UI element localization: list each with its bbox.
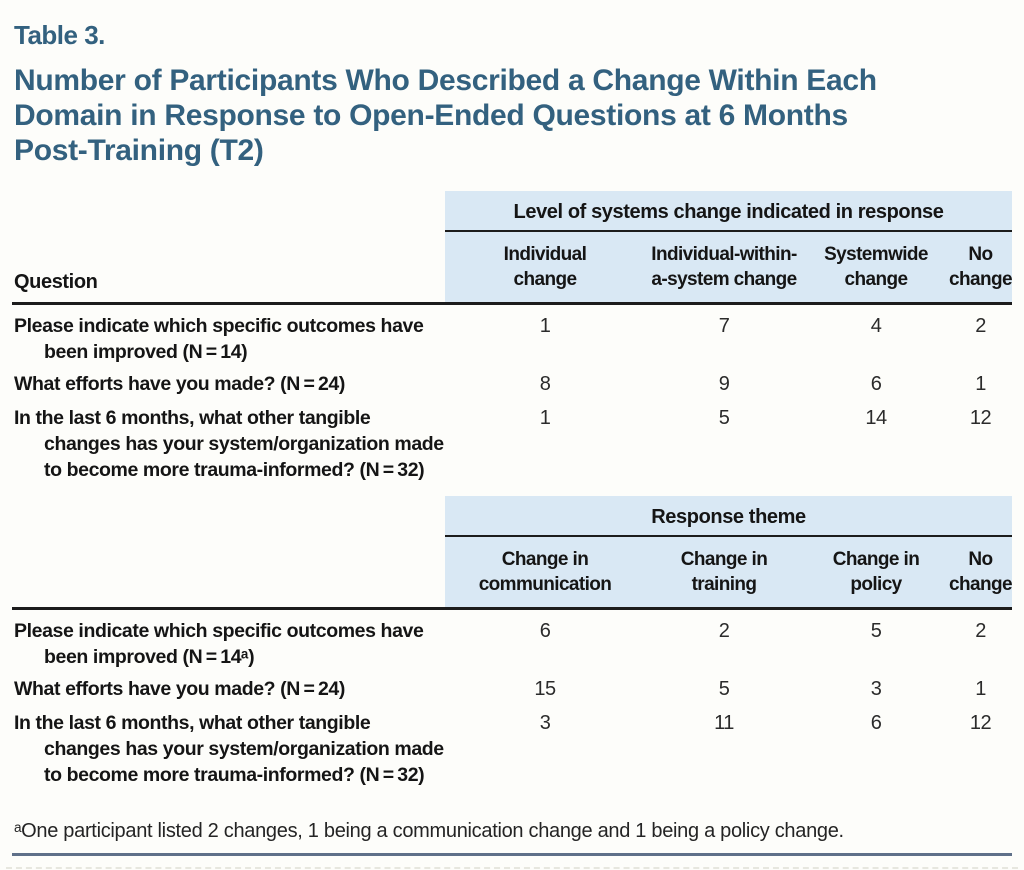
bottom-rule-divider <box>12 853 1012 856</box>
value-cell: 5 <box>718 678 730 700</box>
value-cell: 9 <box>718 373 730 395</box>
value-cell: 12 <box>969 407 992 429</box>
question-cell: Please indicate which specific outcomes … <box>12 313 445 365</box>
col-header-line: training <box>691 574 757 595</box>
question-line: to become more trauma-informed? (N = 32) <box>44 459 425 481</box>
table-1-header-row: Question Individual change Individual-wi… <box>12 232 1013 305</box>
col-header-line: change <box>844 269 909 290</box>
value-cell: 5 <box>718 407 730 429</box>
value-cell: 2 <box>975 315 986 337</box>
value-cell: 11 <box>714 712 734 734</box>
value-cell: 2 <box>718 620 730 642</box>
table-1-col-header-systemwide-change: Systemwide change <box>803 232 949 302</box>
table-row: Please indicate which specific outcomes … <box>12 610 1012 670</box>
value-cell: 1 <box>539 315 551 337</box>
col-header-line: Individual <box>503 244 587 265</box>
value-cell: 6 <box>539 620 551 642</box>
col-header-line: a-system change <box>651 269 797 290</box>
table-1-col-header-individual-within-system: Individual-within- a-system change <box>645 232 803 302</box>
table-1-spanner-heading: Level of systems change indicated in res… <box>445 191 1012 232</box>
value-cell: 1 <box>975 373 986 395</box>
table-row: What efforts have you made? (N = 24) 15 … <box>12 670 1012 702</box>
col-header-line: Systemwide <box>824 244 928 265</box>
col-header-line: policy <box>850 574 902 595</box>
question-column-header: Question <box>14 271 98 293</box>
page-title: Number of Participants Who Described a C… <box>14 63 1010 168</box>
table-2-col-header-no-change: No change <box>949 537 1013 607</box>
page-title-line-3: Post-Training (T2) <box>14 134 264 167</box>
table-footnote: ᵃOne participant listed 2 changes, 1 bei… <box>14 820 844 842</box>
col-header-line: No <box>968 244 993 265</box>
page-title-line-1: Number of Participants Who Described a C… <box>14 64 877 97</box>
question-cell: In the last 6 months, what other tangibl… <box>12 405 445 483</box>
table-systems-change: Level of systems change indicated in res… <box>12 191 1013 496</box>
spanner-left-spacer <box>12 191 445 232</box>
value-cell: 3 <box>870 678 882 700</box>
value-cell: 15 <box>534 678 556 700</box>
question-line: changes has your system/organization mad… <box>44 433 444 455</box>
col-header-line: change <box>513 269 578 290</box>
page-bottom-dashed-divider <box>6 867 1018 869</box>
col-header-line: communication <box>478 574 612 595</box>
value-cell: 6 <box>870 373 882 395</box>
question-line: In the last 6 months, what other tangibl… <box>14 712 371 734</box>
table-2-spanner-heading: Response theme <box>445 496 1012 537</box>
question-cell: In the last 6 months, what other tangibl… <box>12 710 445 788</box>
col-header-line: Individual-within- <box>651 244 797 265</box>
col-header-line: Change in <box>501 549 589 570</box>
page-title-line-2: Domain in Response to Open-Ended Questio… <box>14 99 848 132</box>
table-row: In the last 6 months, what other tangibl… <box>12 397 1012 483</box>
table-row: In the last 6 months, what other tangibl… <box>12 702 1012 788</box>
question-line: to become more trauma-informed? (N = 32) <box>44 764 425 786</box>
col-header-line: No <box>968 549 993 570</box>
col-header-line: change <box>949 574 1013 595</box>
question-cell: Please indicate which specific outcomes … <box>12 618 445 670</box>
value-cell: 1 <box>539 407 551 429</box>
question-line: Please indicate which specific outcomes … <box>14 315 424 337</box>
table-1-spanner-row: Level of systems change indicated in res… <box>12 191 1012 232</box>
value-cell: 2 <box>975 620 986 642</box>
value-cell: 4 <box>870 315 882 337</box>
col-header-line: change <box>949 269 1013 290</box>
col-header-line: Change in <box>832 549 920 570</box>
question-line: changes has your system/organization mad… <box>44 738 444 760</box>
value-cell: 7 <box>718 315 730 337</box>
table-2-spanner-row: Response theme <box>12 496 1012 537</box>
table-label: Table 3. <box>14 20 105 50</box>
table-row: What efforts have you made? (N = 24) 8 9… <box>12 365 1012 397</box>
value-cell: 14 <box>865 407 887 429</box>
table-2-col-header-change-communication: Change in communication <box>445 537 645 607</box>
table-1-col-header-no-change: No change <box>949 232 1013 302</box>
question-column-header-empty <box>12 537 445 607</box>
question-line: Please indicate which specific outcomes … <box>14 620 424 642</box>
question-line: been improved (N = 14ᵃ) <box>44 646 255 668</box>
table-2-col-header-change-policy: Change in policy <box>803 537 949 607</box>
question-line: In the last 6 months, what other tangibl… <box>14 407 371 429</box>
table-2-col-header-change-training: Change in training <box>645 537 803 607</box>
question-line: What efforts have you made? (N = 24) <box>14 373 345 395</box>
table-row: Please indicate which specific outcomes … <box>12 305 1012 365</box>
value-cell: 12 <box>969 712 992 734</box>
spanner-left-spacer <box>12 496 445 537</box>
question-line: What efforts have you made? (N = 24) <box>14 678 345 700</box>
table-1-col-header-individual-change: Individual change <box>445 232 645 302</box>
value-cell: 3 <box>539 712 551 734</box>
value-cell: 6 <box>870 712 882 734</box>
question-cell: What efforts have you made? (N = 24) <box>12 676 445 702</box>
value-cell: 5 <box>870 620 882 642</box>
value-cell: 1 <box>975 678 986 700</box>
table-2-header-row: Change in communication Change in traini… <box>12 537 1013 610</box>
question-cell: What efforts have you made? (N = 24) <box>12 371 445 397</box>
value-cell: 8 <box>539 373 551 395</box>
col-header-line: Change in <box>680 549 768 570</box>
table-response-theme: Response theme Change in communication C… <box>12 496 1013 788</box>
question-line: been improved (N = 14) <box>44 341 248 363</box>
